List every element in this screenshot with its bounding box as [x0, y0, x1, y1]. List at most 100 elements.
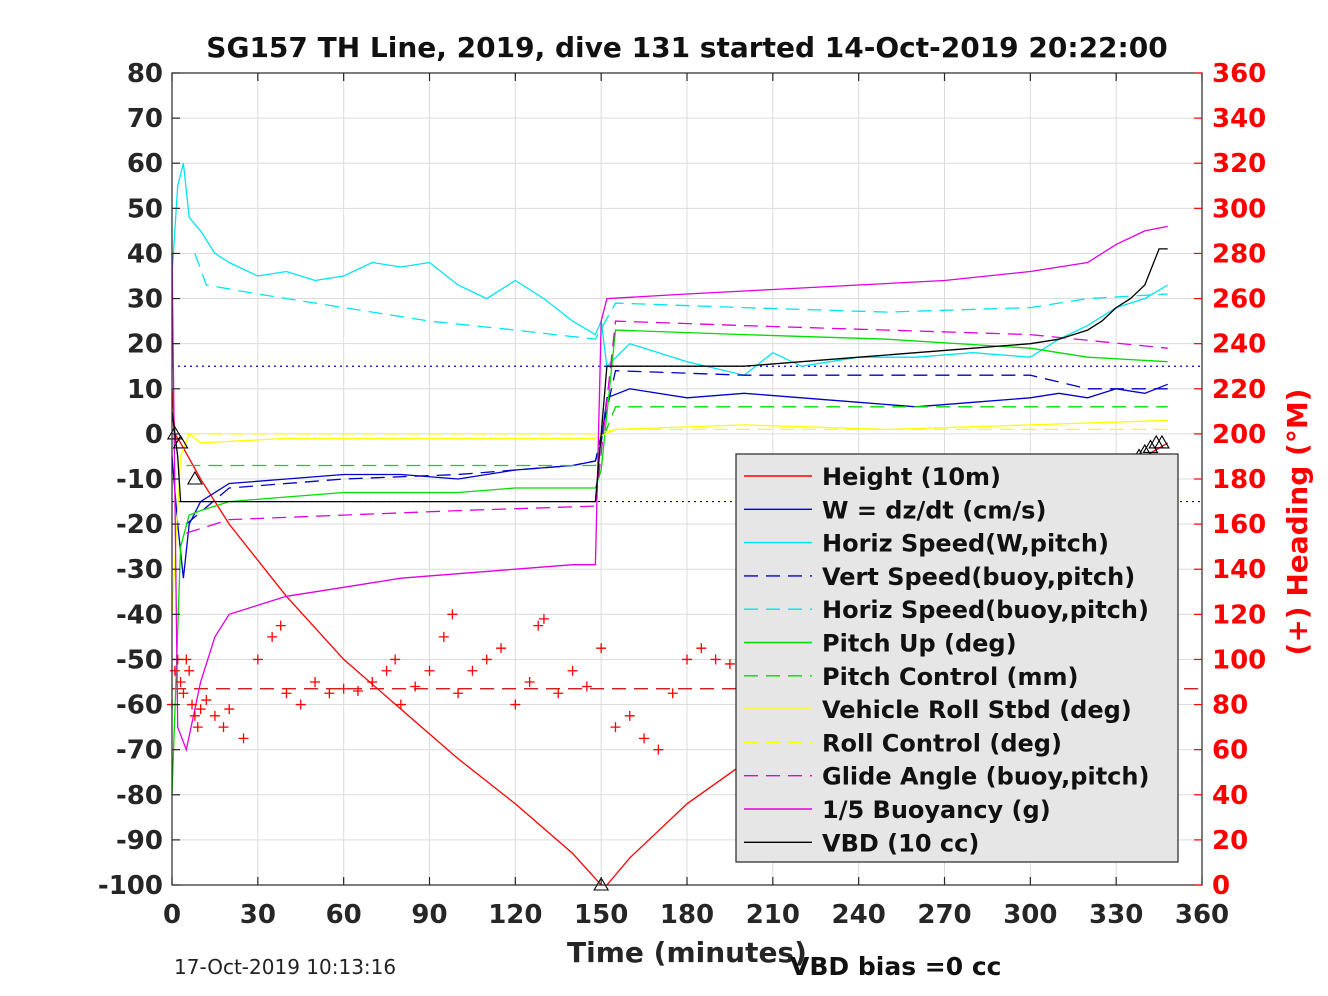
series-line — [171, 163, 1169, 376]
y-tick-label: -60 — [116, 691, 163, 721]
x-tick-label: 120 — [488, 900, 542, 930]
heading-point — [267, 631, 278, 642]
heading-point — [201, 695, 212, 706]
series-line — [171, 329, 1168, 795]
y2-tick-label: 320 — [1212, 149, 1266, 179]
x-tick-label: 90 — [411, 900, 447, 930]
turn-marker — [186, 470, 203, 485]
legend-label: Roll Control (deg) — [822, 729, 1062, 757]
heading-point — [667, 688, 678, 699]
heading-point — [533, 620, 544, 631]
y2-tick-label: 100 — [1212, 645, 1266, 675]
y2-axis-ticks: 0 20 40 60 80 100 120 140 160 180 200 220 240 260 280 3… — [1194, 59, 1266, 901]
heading-point — [195, 704, 206, 715]
y-tick-label: -100 — [98, 871, 163, 901]
legend-label: Horiz Speed(buoy,pitch) — [822, 596, 1149, 624]
heading-point — [218, 722, 229, 733]
y-tick-label: 60 — [127, 149, 163, 179]
y-tick-label: -20 — [116, 510, 163, 540]
y2-tick-label: 200 — [1212, 420, 1266, 450]
x-tick-label: 240 — [832, 900, 886, 930]
heading-point — [610, 722, 621, 733]
print-timestamp: 17-Oct-2019 10:13:16 — [174, 955, 397, 979]
heading-point — [567, 665, 578, 676]
x-tick-label: 180 — [660, 900, 714, 930]
heading-point — [187, 699, 198, 710]
turn-marker — [172, 434, 189, 449]
heading-point — [209, 710, 220, 721]
turn-marker — [1142, 439, 1159, 453]
heading-point — [352, 686, 363, 697]
y2-tick-label: 20 — [1212, 826, 1248, 856]
x-tick-label: 270 — [917, 900, 971, 930]
heading-point — [581, 681, 592, 692]
vbd-bias-label: VBD bias =0 cc — [790, 952, 1002, 981]
turn-marker — [593, 876, 610, 891]
series-line — [171, 248, 1168, 503]
heading-point — [682, 654, 692, 665]
series-line — [194, 253, 1168, 340]
heading-point — [453, 688, 464, 699]
heading-point — [481, 654, 492, 665]
heading-point — [324, 688, 335, 699]
y-tick-label: 70 — [127, 104, 163, 134]
heading-point — [724, 658, 735, 669]
y-tick-label: -10 — [116, 465, 163, 495]
legend-label: Height (10m) — [822, 463, 1001, 491]
y2-tick-label: 240 — [1212, 330, 1266, 360]
y-tick-label: 10 — [127, 375, 163, 405]
y-tick-label: -80 — [116, 781, 163, 811]
x-tick-label: 210 — [746, 900, 800, 930]
y-tick-label: 30 — [127, 285, 163, 315]
y2-tick-label: 140 — [1212, 555, 1266, 585]
heading-point — [181, 654, 192, 665]
heading-point — [410, 681, 421, 692]
heading-point — [189, 710, 200, 721]
heading-point — [184, 665, 195, 676]
series-line — [186, 428, 1168, 435]
chart-title: SG157 TH Line, 2019, dive 131 started 14… — [206, 31, 1167, 64]
heading-point — [281, 688, 292, 699]
heading-point — [252, 654, 263, 665]
heading-point — [467, 665, 478, 676]
heading-point — [295, 699, 306, 710]
heading-point — [696, 643, 707, 654]
heading-point — [524, 677, 535, 687]
x-tick-label: 30 — [240, 900, 276, 930]
x-tick-label: 360 — [1175, 900, 1229, 930]
legend-label: Vehicle Roll Stbd (deg) — [822, 696, 1132, 724]
heading-point — [224, 704, 235, 715]
legend-label: W = dz/dt (cm/s) — [822, 496, 1046, 524]
y2-tick-label: 60 — [1212, 736, 1248, 766]
y2-tick-label: 340 — [1212, 104, 1266, 134]
heading-point — [192, 722, 203, 733]
heading-point — [538, 613, 549, 624]
y2-tick-label: 0 — [1212, 871, 1230, 901]
series-line — [185, 370, 1168, 525]
series-line — [171, 225, 1168, 752]
y-tick-label: -90 — [116, 826, 163, 856]
heading-point — [496, 643, 507, 654]
y-tick-label: 20 — [127, 330, 163, 360]
y-tick-label: 80 — [127, 59, 163, 89]
legend: Height (10m) W = dz/dt (cm/s) Horiz Speed(… — [735, 453, 1179, 863]
legend-label: Pitch Up (deg) — [822, 630, 1017, 658]
x-tick-label: 300 — [1003, 900, 1057, 930]
turn-marker — [1153, 434, 1170, 449]
legend-label: VBD (10 cc) — [822, 829, 979, 857]
y-tick-label: -30 — [116, 555, 163, 585]
heading-point — [238, 733, 249, 744]
y-tick-label: 50 — [127, 194, 163, 224]
legend-label: Glide Angle (buoy,pitch) — [822, 763, 1149, 791]
legend-label: 1/5 Buoyancy (g) — [822, 796, 1051, 824]
y-tick-label: 40 — [127, 239, 163, 269]
x-tick-label: 0 — [163, 900, 181, 930]
y-tick-label: -40 — [116, 600, 163, 630]
heading-point — [367, 677, 378, 687]
heading-point — [175, 677, 186, 687]
y2-tick-label: 120 — [1212, 600, 1266, 630]
x-tick-label: 60 — [326, 900, 362, 930]
y-tick-label: 0 — [145, 420, 163, 450]
heading-point — [653, 744, 664, 755]
